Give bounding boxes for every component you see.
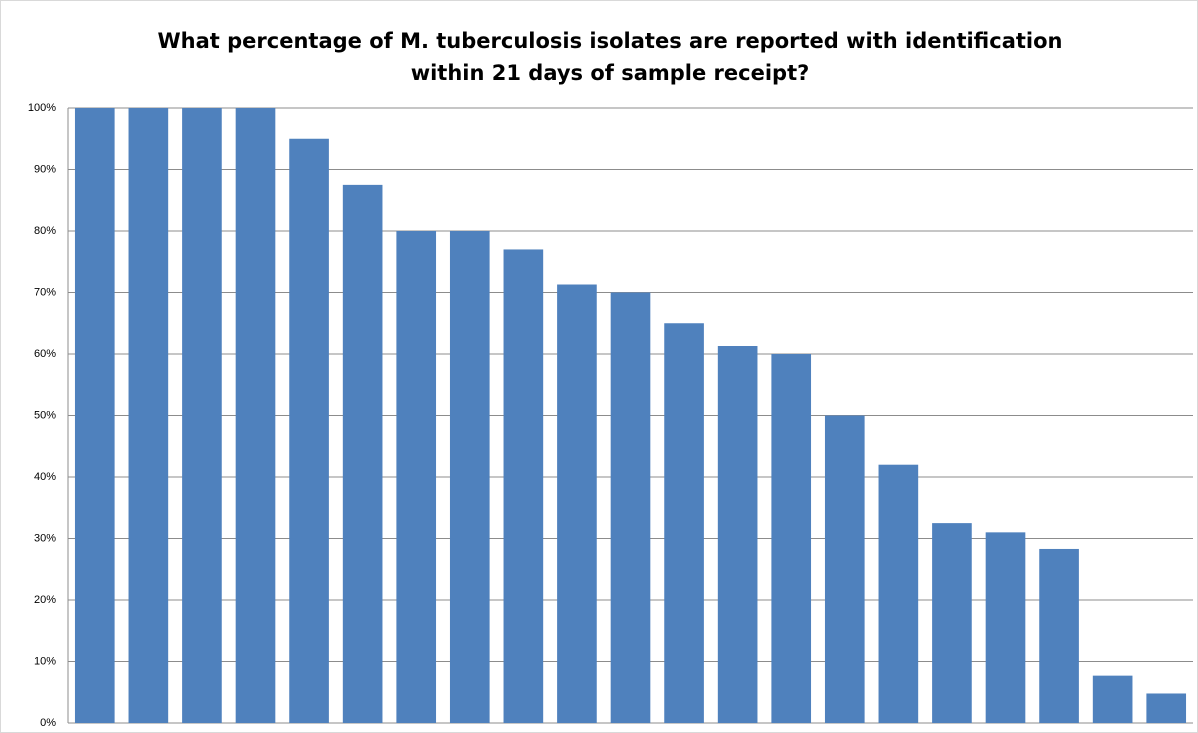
y-tick-label: 100%: [28, 102, 56, 114]
y-tick-label: 60%: [34, 348, 56, 360]
bar: [932, 523, 972, 723]
chart-title: What percentage of M. tuberculosis isola…: [158, 29, 1063, 53]
bar: [985, 532, 1026, 723]
bar: [74, 108, 115, 723]
bar: [396, 231, 437, 723]
bar: [449, 231, 490, 723]
bar: [1039, 548, 1079, 723]
y-tick-label: 0%: [40, 717, 56, 729]
bar: [1092, 675, 1133, 723]
bar: [235, 108, 276, 723]
y-tick-label: 30%: [34, 532, 56, 544]
bar: [182, 108, 222, 723]
bar: [128, 108, 169, 723]
y-tick-label: 40%: [34, 471, 56, 483]
bar: [824, 415, 865, 723]
bar: [771, 354, 812, 723]
bar: [1146, 693, 1187, 723]
y-tick-label: 10%: [34, 655, 56, 667]
y-tick-label: 90%: [34, 163, 56, 175]
y-tick-label: 80%: [34, 225, 56, 237]
chart-title: within 21 days of sample receipt?: [411, 61, 810, 85]
bar: [289, 138, 329, 723]
bar: [610, 292, 651, 723]
bar: [342, 184, 383, 723]
y-tick-label: 70%: [34, 286, 56, 298]
bar: [503, 249, 544, 723]
bar: [717, 346, 758, 723]
y-tick-label: 50%: [34, 409, 56, 421]
bar: [664, 323, 704, 723]
y-tick-label: 20%: [34, 594, 56, 606]
bar: [878, 464, 919, 723]
bar: [557, 284, 597, 723]
